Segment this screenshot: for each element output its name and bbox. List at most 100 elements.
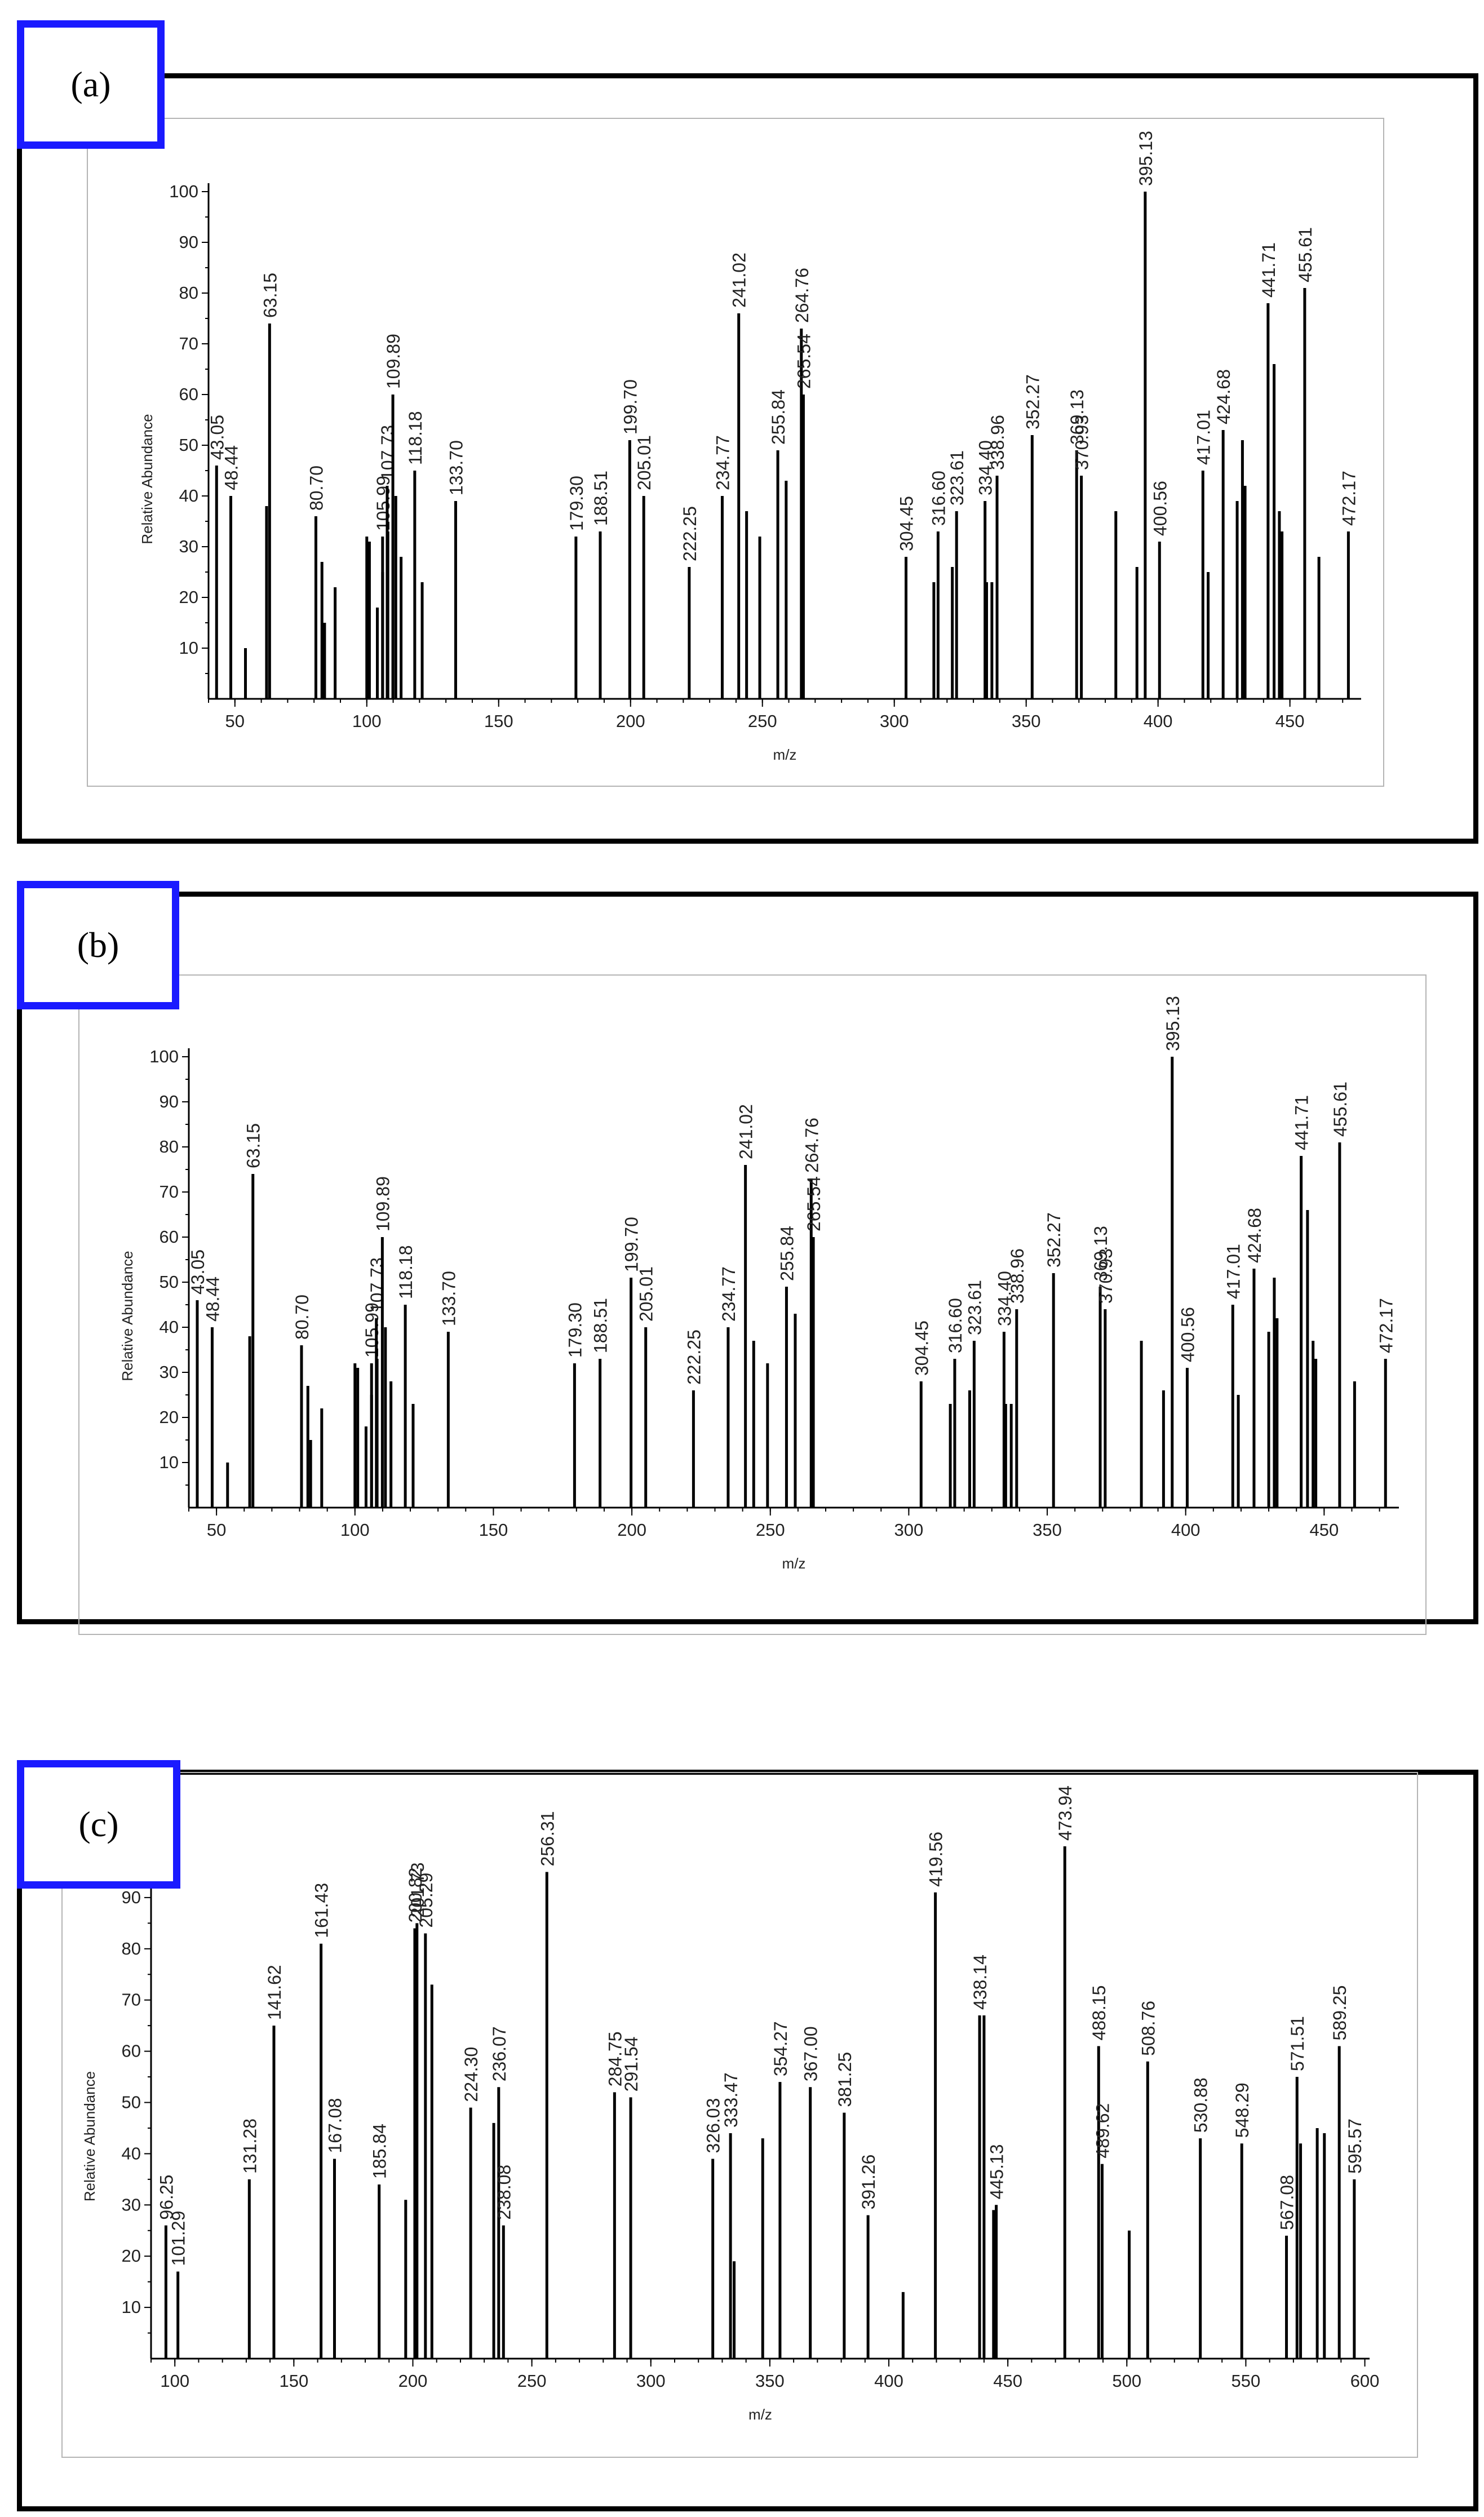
peak-label: 107.73 (367, 1257, 387, 1313)
x-tick-label: 50 (207, 1520, 226, 1540)
y-tick-label: 80 (179, 283, 198, 303)
x-tick-label: 450 (1275, 711, 1305, 731)
x-tick-label: 150 (484, 711, 513, 731)
peak-label: 455.61 (1330, 1082, 1350, 1137)
peak-label: 352.27 (1044, 1212, 1064, 1268)
plot-frame (61, 1772, 1418, 2458)
peak-label: 264.76 (792, 268, 812, 323)
x-tick-label: 350 (1033, 1520, 1062, 1540)
y-tick-label: 90 (179, 232, 198, 252)
peak-label: 236.07 (489, 2026, 510, 2081)
peak-label: 548.29 (1232, 2082, 1252, 2138)
y-tick-label: 60 (122, 2041, 141, 2061)
x-tick-label: 400 (1144, 711, 1173, 731)
y-tick-label: 40 (122, 2143, 141, 2163)
peak-label: 167.08 (325, 2098, 345, 2153)
peak-label: 141.62 (264, 1965, 285, 2020)
plot-frame (78, 974, 1427, 1635)
y-tick-label: 70 (122, 1990, 141, 2010)
peak-label: 595.57 (1345, 2119, 1365, 2174)
y-tick-label: 50 (179, 435, 198, 455)
spectrum-chart-b: 10 20 30 40 50 60 70 80 90 100 50 100 150 200 250 300 35… (78, 974, 1427, 1635)
x-tick-label: 450 (1309, 1520, 1339, 1540)
peak-label: 370.93 (1096, 1248, 1116, 1304)
y-axis-title: Relative Abundance (119, 1251, 136, 1381)
peak-label: 96.25 (156, 2175, 176, 2220)
peak-label: 105.99 (373, 476, 393, 531)
y-tick-label: 50 (122, 2093, 141, 2112)
peak-label: 255.84 (777, 1226, 797, 1281)
peak-label: 316.60 (945, 1298, 965, 1353)
peak-label: 241.02 (736, 1104, 756, 1159)
peak-label: 472.17 (1376, 1298, 1396, 1353)
peak-label: 438.14 (970, 1955, 990, 2010)
peak-label: 222.25 (684, 1330, 704, 1385)
peak-label: 338.96 (1007, 1248, 1027, 1304)
peak-label: 508.76 (1138, 2001, 1158, 2056)
x-tick-label: 150 (279, 2371, 308, 2391)
panel-label-c: (c) (17, 1760, 180, 1889)
peak-label: 255.84 (768, 389, 788, 445)
peak-label: 185.84 (370, 2124, 390, 2179)
peak-label: 400.56 (1177, 1307, 1198, 1362)
peak-label: 63.15 (260, 273, 280, 318)
x-tick-label: 350 (755, 2371, 785, 2391)
peak-label: 118.18 (396, 1246, 416, 1300)
peak-label: 333.47 (721, 2072, 741, 2128)
y-tick-label: 40 (160, 1317, 179, 1337)
peak-label: 291.54 (621, 2037, 641, 2092)
x-tick-label: 100 (160, 2371, 189, 2391)
peak-label: 161.43 (312, 1883, 332, 1938)
peak-label: 395.13 (1136, 131, 1156, 186)
y-tick-label: 90 (160, 1092, 179, 1111)
peak-label: 238.08 (494, 2165, 514, 2220)
peak-label: 188.51 (591, 471, 611, 526)
peak-label: 48.44 (202, 1277, 223, 1322)
peak-label: 472.17 (1339, 471, 1359, 526)
peak-label: 338.96 (987, 415, 1008, 470)
plot-frame (87, 118, 1384, 787)
peak-label: 63.15 (243, 1123, 264, 1168)
peak-label: 133.70 (438, 1271, 459, 1326)
peak-label: 107.73 (378, 425, 398, 480)
peak-label: 488.15 (1089, 1986, 1109, 2041)
peak-label: 367.00 (801, 2026, 821, 2081)
peak-label: 567.08 (1277, 2175, 1297, 2230)
x-tick-label: 100 (340, 1520, 370, 1540)
y-tick-label: 70 (160, 1182, 179, 1202)
peak-label: 441.71 (1292, 1095, 1312, 1150)
peak-label: 201.73 (407, 1862, 428, 1917)
y-tick-label: 100 (169, 181, 198, 201)
peak-label: 43.05 (188, 1249, 208, 1295)
peak-label: 205.01 (634, 435, 654, 490)
peak-label: 334.40 (994, 1271, 1015, 1326)
peak-label: 234.77 (719, 1266, 739, 1322)
peak-label: 445.13 (987, 2144, 1007, 2199)
x-tick-label: 550 (1232, 2371, 1261, 2391)
peak-label: 200.82 (405, 1868, 426, 1923)
x-tick-label: 500 (1112, 2371, 1141, 2391)
peak-label: 370.93 (1072, 415, 1092, 470)
peak-label: 234.77 (712, 435, 733, 490)
peak-label: 391.26 (858, 2155, 879, 2210)
x-tick-label: 600 (1350, 2371, 1380, 2391)
y-tick-label: 70 (179, 334, 198, 353)
peak-label: 352.27 (1022, 374, 1043, 429)
peak-label: 424.68 (1244, 1208, 1265, 1263)
peak-label: 419.56 (926, 1832, 946, 1887)
peak-label: 304.45 (897, 496, 917, 551)
y-tick-label: 10 (179, 638, 198, 658)
peak-label: 179.30 (566, 476, 587, 531)
peak-label: 304.45 (911, 1320, 932, 1376)
x-tick-label: 200 (616, 711, 645, 731)
peak-label: 369.13 (1067, 389, 1087, 445)
y-tick-label: 20 (160, 1407, 179, 1427)
peak-label: 80.70 (306, 466, 326, 511)
peak-label: 256.31 (537, 1811, 557, 1867)
peak-label: 323.61 (964, 1280, 985, 1335)
peak-label: 131.28 (240, 2119, 260, 2174)
peak-label: 109.89 (383, 334, 404, 389)
x-tick-label: 300 (636, 2371, 666, 2391)
peak-label: 224.30 (461, 2047, 481, 2102)
y-tick-label: 100 (149, 1047, 179, 1066)
